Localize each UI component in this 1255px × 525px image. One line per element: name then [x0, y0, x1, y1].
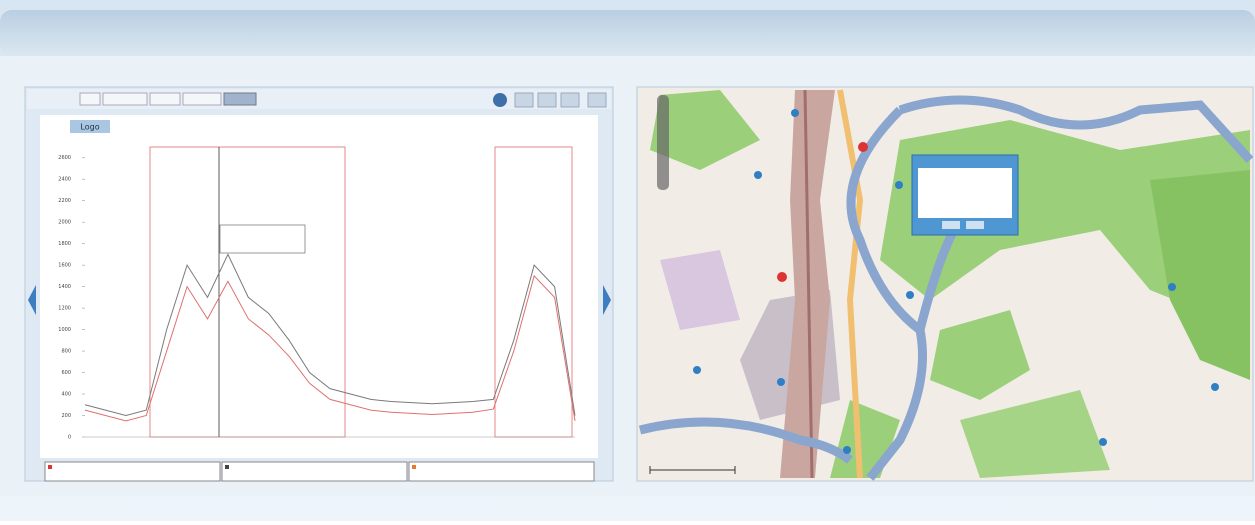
marker[interactable] [1099, 438, 1107, 446]
header-bar [0, 10, 1255, 56]
marker-red[interactable] [858, 142, 868, 152]
y-tick-label: 1000 [58, 327, 71, 333]
tool-button[interactable] [515, 93, 533, 107]
info-popup-body [918, 168, 1012, 218]
tab-active[interactable] [224, 93, 256, 105]
marker[interactable] [777, 378, 785, 386]
legend-box [222, 462, 407, 481]
legend-box [409, 462, 594, 481]
tool-button[interactable] [588, 93, 606, 107]
screen: Logo 0 200 400 600 800 1000 1200 1400 1600 1800 20… [0, 0, 1255, 521]
zoom-control[interactable] [657, 95, 669, 190]
tooltip [220, 225, 305, 253]
y-tick-label: 800 [61, 349, 71, 355]
page: Logo 0 200 400 600 800 1000 1200 1400 1600 1800 20… [0, 0, 1255, 521]
tab[interactable] [80, 93, 100, 105]
tool-button[interactable] [561, 93, 579, 107]
tab[interactable] [150, 93, 180, 105]
marker[interactable] [754, 171, 762, 179]
y-tick-label: 2200 [58, 198, 71, 204]
y-tick-label: 1800 [58, 241, 71, 247]
legend-swatch [48, 465, 52, 469]
marker[interactable] [693, 366, 701, 374]
tool-button[interactable] [538, 93, 556, 107]
marker[interactable] [1168, 283, 1176, 291]
y-tick-label: 200 [61, 413, 71, 419]
y-tick-label: 1400 [58, 284, 71, 290]
y-tick-label: 2400 [58, 177, 71, 183]
legend-swatch [225, 465, 229, 469]
y-tick-label: 400 [61, 392, 71, 398]
marker[interactable] [895, 181, 903, 189]
marker[interactable] [843, 446, 851, 454]
y-tick-label: 2000 [58, 220, 71, 226]
y-tick-label: 2600 [58, 155, 71, 161]
tool-button[interactable] [493, 93, 507, 107]
legend-box [45, 462, 220, 481]
chart-area [40, 115, 598, 458]
marker[interactable] [1211, 383, 1219, 391]
y-tick-label: 0 [68, 435, 71, 441]
legend-swatch [412, 465, 416, 469]
y-tick-label: 1600 [58, 263, 71, 269]
marker-red[interactable] [777, 272, 787, 282]
y-tick-label: 1200 [58, 306, 71, 312]
tab[interactable] [103, 93, 147, 105]
marker[interactable] [906, 291, 914, 299]
y-tick-label: 600 [61, 370, 71, 376]
marker[interactable] [791, 109, 799, 117]
popup-button[interactable] [966, 221, 984, 229]
tab[interactable] [183, 93, 221, 105]
logo: Logo [80, 123, 99, 132]
popup-button[interactable] [942, 221, 960, 229]
